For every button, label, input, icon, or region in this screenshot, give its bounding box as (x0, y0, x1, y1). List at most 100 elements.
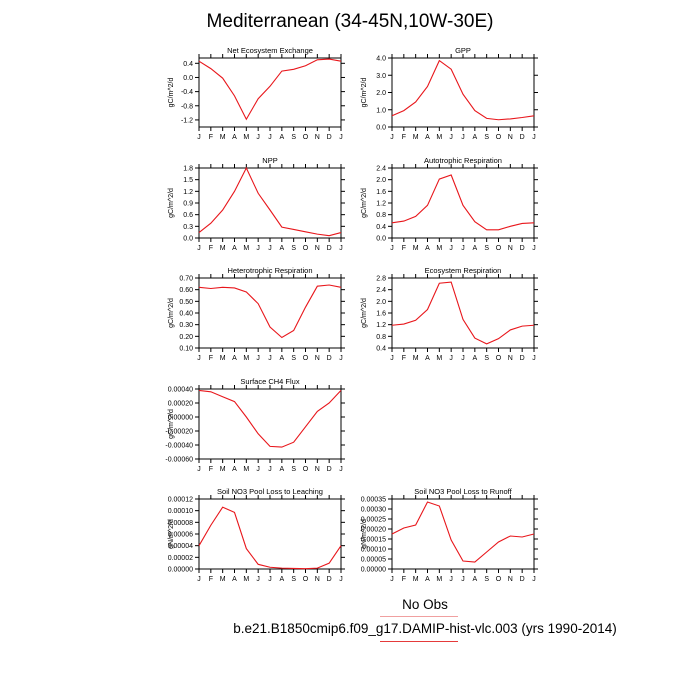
y-tick-label: 1.0 (376, 107, 386, 114)
y-tick-label: 0.0 (183, 236, 193, 243)
x-tick-label: S (484, 245, 489, 252)
plot-frame (391, 167, 535, 239)
plot-frame (198, 57, 342, 128)
legend-model-line (380, 641, 458, 642)
x-tick-label: J (268, 134, 272, 141)
y-tick-label: -0.00020 (165, 429, 193, 436)
y-tick-label: -0.8 (181, 103, 193, 110)
x-tick-label: O (303, 355, 309, 362)
y-tick-label: 0.30 (179, 322, 193, 329)
x-tick-label: A (472, 576, 477, 583)
x-tick-label: J (197, 576, 201, 583)
x-tick-label: S (291, 245, 296, 252)
x-tick-label: F (209, 466, 213, 473)
y-axis-label: gC/m^2/d (361, 78, 368, 108)
x-tick-label: M (436, 245, 442, 252)
x-tick-label: D (327, 134, 332, 141)
y-tick-label: 2.0 (376, 90, 386, 97)
plot-frame (391, 277, 535, 349)
x-tick-label: J (339, 355, 343, 362)
x-tick-label: A (472, 245, 477, 252)
x-tick-label: M (243, 245, 249, 252)
series-line (198, 58, 342, 121)
x-tick-label: S (291, 355, 296, 362)
chart-title: Soil NO3 Pool Loss to Runoff (414, 487, 512, 496)
series-line (391, 59, 535, 121)
y-tick-label: 0.0 (376, 125, 386, 132)
x-tick-label: J (449, 134, 453, 141)
x-tick-label: O (303, 134, 309, 141)
x-tick-label: J (390, 134, 394, 141)
x-tick-label: D (520, 245, 525, 252)
x-tick-label: J (197, 355, 201, 362)
x-tick-label: N (315, 576, 320, 583)
x-tick-label: J (268, 245, 272, 252)
x-tick-label: A (232, 134, 237, 141)
y-tick-label: 1.6 (376, 189, 386, 196)
y-tick-label: 0.60 (179, 287, 193, 294)
y-tick-label: 1.5 (183, 177, 193, 184)
x-tick-label: O (496, 355, 502, 362)
y-tick-label: 0.3 (183, 224, 193, 231)
y-tick-label: 2.4 (376, 287, 386, 294)
y-tick-label: 1.2 (376, 201, 386, 208)
x-tick-label: D (327, 466, 332, 473)
chart-title: Soil NO3 Pool Loss to Leaching (217, 487, 323, 496)
x-tick-label: D (520, 134, 525, 141)
y-tick-label: 0.00020 (361, 527, 386, 534)
chart-title: NPP (262, 156, 277, 165)
y-tick-label: 2.4 (376, 166, 386, 173)
y-tick-label: 2.8 (376, 276, 386, 283)
y-tick-label: 0.00004 (168, 543, 193, 550)
x-tick-label: A (232, 466, 237, 473)
y-tick-label: 0.0 (183, 75, 193, 82)
x-tick-label: J (390, 245, 394, 252)
y-tick-label: 0.4 (376, 346, 386, 353)
series-line (198, 506, 342, 570)
x-tick-label: A (232, 245, 237, 252)
x-tick-label: J (461, 355, 465, 362)
y-tick-label: 0.4 (376, 224, 386, 231)
x-tick-label: O (303, 576, 309, 583)
y-tick-label: -0.00040 (165, 443, 193, 450)
x-tick-label: M (413, 576, 419, 583)
y-axis-label: gC/m^2/d (168, 188, 175, 218)
x-tick-label: A (279, 355, 284, 362)
x-tick-label: S (291, 466, 296, 473)
y-axis-label: gC/m^2/d (168, 298, 175, 328)
y-axis-label: gC/m^2/d (168, 409, 175, 439)
series-line (391, 174, 535, 231)
series-line (198, 389, 342, 448)
chart-title: Net Ecosystem Exchange (227, 46, 313, 55)
x-tick-label: S (291, 134, 296, 141)
chart-panel: Net Ecosystem Exchange 0.4 0.0 -0.4 -0.8 -1.2… (168, 46, 345, 141)
y-tick-label: 1.8 (183, 166, 193, 173)
x-tick-label: J (339, 576, 343, 583)
y-tick-label: -0.4 (181, 89, 193, 96)
y-tick-label: 0.40 (179, 311, 193, 318)
x-tick-label: M (436, 576, 442, 583)
y-tick-label: 1.2 (183, 189, 193, 196)
x-tick-label: S (484, 355, 489, 362)
y-axis-label: gC/m^2/d (361, 188, 368, 218)
y-tick-label: 0.00000 (361, 567, 386, 574)
y-tick-label: 0.00040 (168, 387, 193, 394)
x-tick-label: A (472, 355, 477, 362)
y-tick-label: 0.6 (183, 212, 193, 219)
x-tick-label: M (243, 576, 249, 583)
x-tick-label: F (209, 355, 213, 362)
x-tick-label: A (425, 245, 430, 252)
x-tick-label: O (496, 134, 502, 141)
x-tick-label: O (496, 576, 502, 583)
y-tick-label: 1.6 (376, 311, 386, 318)
plot-frame (198, 498, 342, 570)
x-tick-label: J (339, 466, 343, 473)
x-tick-label: O (496, 245, 502, 252)
x-tick-label: N (315, 245, 320, 252)
legend-model-label: b.e21.B1850cmip6.f09_g17.DAMIP-hist-vlc.… (233, 621, 617, 636)
x-tick-label: J (532, 245, 536, 252)
x-tick-label: J (461, 576, 465, 583)
x-tick-label: D (327, 355, 332, 362)
series-line (198, 166, 342, 237)
